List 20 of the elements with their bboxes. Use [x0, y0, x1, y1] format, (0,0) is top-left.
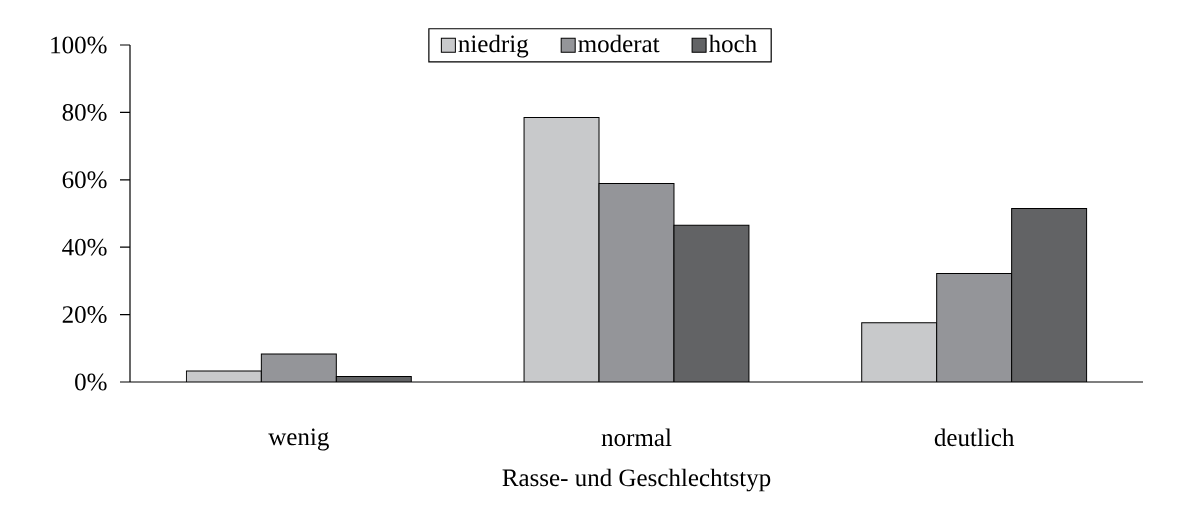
legend-label: niedrig: [458, 34, 529, 58]
y-tick-label: 100%: [51, 36, 107, 54]
legend-label: moderat: [578, 34, 660, 53]
legend-label: hoch: [708, 34, 757, 53]
x-tick-label: wenig: [268, 428, 329, 451]
y-tick-label: 40%: [62, 238, 107, 256]
bar: [599, 183, 674, 382]
x-tick-label: deutlich: [934, 428, 1015, 447]
y-tick-label: 0%: [75, 373, 107, 391]
y-tick-label: 80%: [62, 103, 107, 121]
x-tick-label: normal: [601, 428, 672, 447]
y-tick-label: 60%: [62, 171, 107, 189]
bar: [524, 117, 600, 382]
bar: [936, 272, 1013, 382]
y-tick-label: 20%: [62, 306, 107, 324]
bar: [261, 354, 337, 382]
x-axis-title: Rasse- und Geschlechtstyp: [502, 468, 771, 492]
bar: [673, 225, 749, 382]
bar: [1011, 207, 1088, 382]
bar: [861, 322, 938, 382]
